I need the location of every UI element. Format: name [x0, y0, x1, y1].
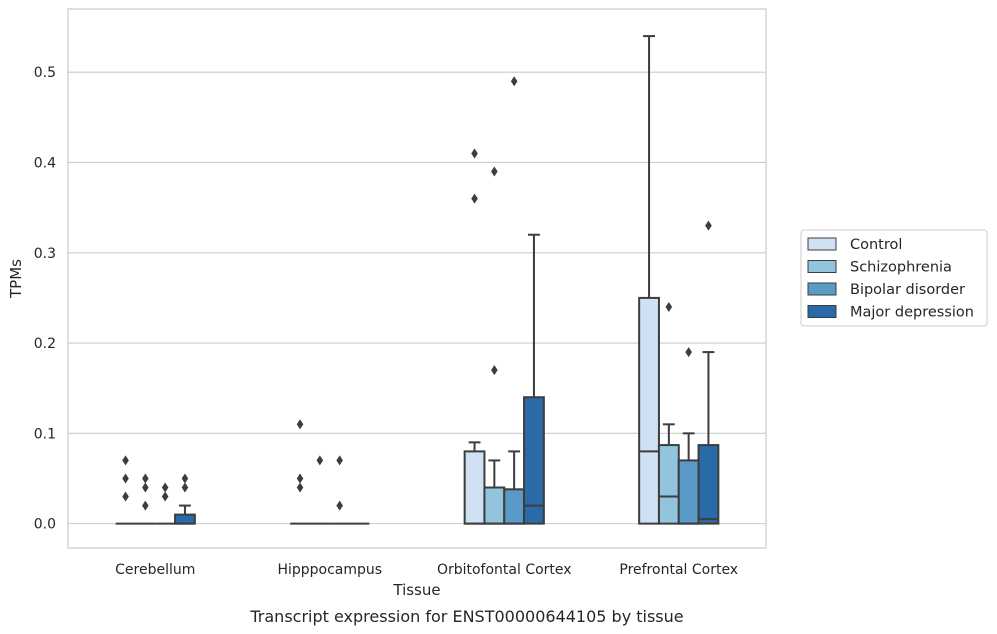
outlier-point — [491, 365, 498, 376]
series-control — [115, 35, 660, 525]
box-bipolar-disorder-prefrontal-cortex — [677, 347, 700, 525]
chart-caption: Transcript expression for ENST0000064410… — [249, 607, 683, 626]
outlier-point — [491, 166, 498, 177]
outlier-point — [142, 500, 149, 511]
legend-swatch — [807, 305, 837, 318]
outlier-point — [296, 419, 304, 430]
x-tick-label: Hipppocampus — [277, 562, 382, 578]
legend-swatch — [807, 237, 837, 251]
series-bipolar-disorder — [155, 76, 700, 525]
y-axis-ticks: 0.0 0.1 0.2 0.3 0.4 0.5 — [34, 65, 56, 532]
box-body — [657, 444, 680, 525]
box-bipolar-disorder-hipppocampus — [329, 455, 350, 525]
outlier-point — [122, 455, 129, 466]
box-major-depression-cerebellum — [174, 473, 196, 525]
box-body — [174, 513, 196, 525]
outlier-point — [142, 473, 149, 484]
box-bipolar-disorder-cerebellum — [155, 482, 176, 525]
y-tick-label: 0.3 — [34, 246, 56, 262]
box-major-depression-orbitofontal-cortex — [523, 233, 545, 525]
outlier-point — [336, 455, 343, 466]
outlier-point — [685, 347, 692, 358]
y-tick-label: 0.5 — [34, 65, 56, 81]
outlier-point — [316, 455, 324, 466]
legend-label: Major depression — [850, 305, 974, 321]
box-control-orbitofontal-cortex — [463, 148, 486, 525]
outlier-point — [161, 491, 169, 502]
outlier-point — [296, 482, 304, 493]
box-body — [697, 444, 720, 525]
box-bipolar-disorder-orbitofontal-cortex — [503, 76, 526, 525]
outlier-point — [181, 473, 189, 484]
plot-frame — [67, 8, 767, 549]
x-tick-label: Prefrontal Cortex — [619, 562, 738, 578]
x-axis-label: Tissue — [392, 581, 440, 599]
x-tick-label: Orbitofontal Cortex — [437, 562, 572, 578]
x-axis-ticks: Cerebellum Hipppocampus Orbitofontal Corte… — [115, 562, 738, 578]
y-tick-label: 0.4 — [34, 155, 56, 171]
series-schizophrenia — [135, 166, 680, 525]
outlier-point — [122, 491, 129, 502]
box-series — [115, 35, 720, 525]
box-schizophrenia-hipppocampus — [309, 455, 330, 525]
series-major-depression — [174, 220, 720, 525]
outlier-point — [122, 473, 129, 484]
y-tick-label: 0.0 — [34, 517, 56, 533]
box-body — [677, 459, 700, 525]
legend-swatch — [807, 260, 837, 273]
outlier-point — [510, 76, 518, 87]
box-schizophrenia-orbitofontal-cortex — [483, 166, 506, 525]
legend-label: Control — [850, 237, 902, 253]
box-body — [483, 486, 506, 525]
outlier-point — [705, 220, 712, 231]
outlier-point — [142, 482, 149, 493]
box-schizophrenia-cerebellum — [135, 473, 156, 525]
outlier-point — [181, 482, 189, 493]
legend-swatch — [807, 282, 837, 296]
legend-label: Bipolar disorder — [850, 282, 965, 298]
outlier-point — [161, 482, 169, 493]
legend: Control Schizophrenia Bipolar disorder Majo… — [800, 229, 988, 327]
outlier-point — [296, 473, 304, 484]
outlier-point — [336, 500, 343, 511]
box-body — [638, 296, 660, 525]
legend-label: Schizophrenia — [850, 260, 952, 276]
box-control-cerebellum — [115, 455, 136, 525]
outlier-point — [471, 148, 478, 159]
box-body — [523, 396, 545, 525]
x-tick-label: Cerebellum — [115, 562, 195, 578]
legend-frame — [800, 229, 988, 327]
box-body — [463, 450, 486, 525]
outlier-point — [665, 301, 673, 312]
box-major-depression-prefrontal-cortex — [697, 220, 720, 525]
box-control-prefrontal-cortex — [638, 35, 660, 525]
box-schizophrenia-prefrontal-cortex — [657, 301, 680, 525]
box-body — [503, 488, 526, 525]
box-control-hipppocampus — [290, 419, 310, 525]
y-axis-label: TPMs — [7, 259, 25, 299]
outlier-point — [471, 193, 478, 204]
y-tick-label: 0.1 — [34, 426, 56, 442]
y-tick-label: 0.2 — [34, 336, 56, 352]
